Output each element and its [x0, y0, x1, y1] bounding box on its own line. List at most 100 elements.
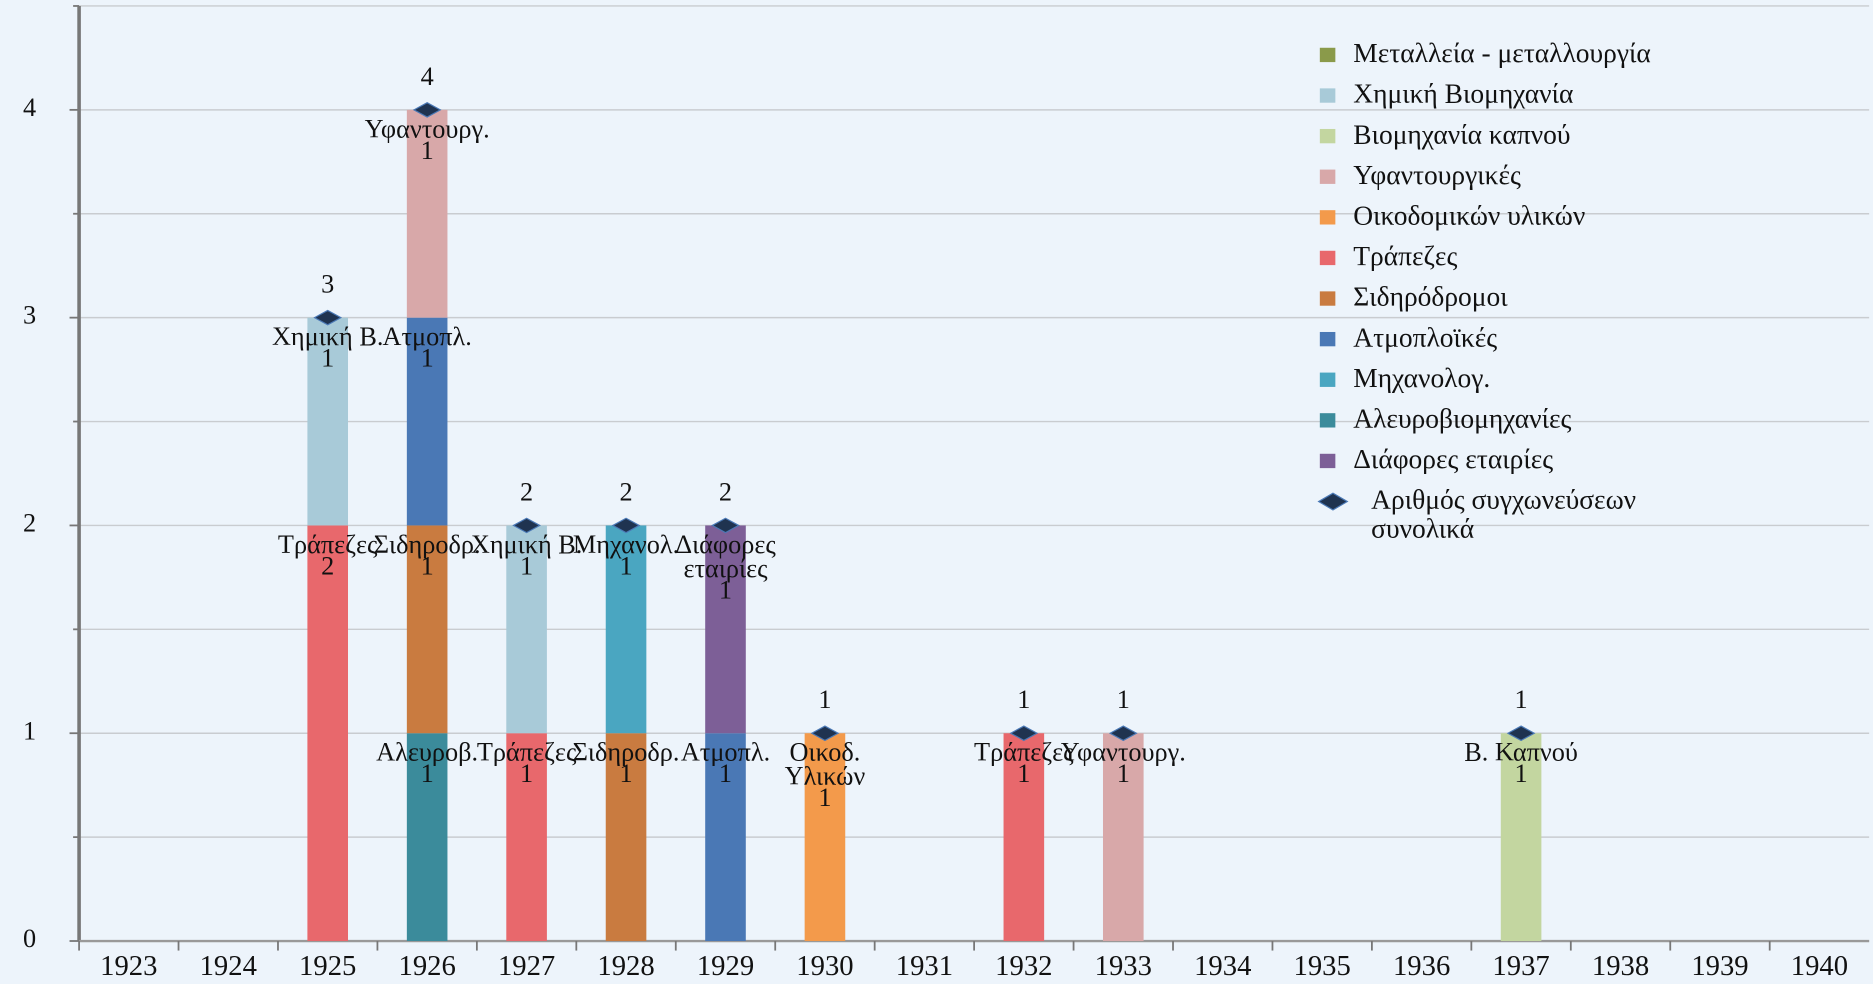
- bar-segment: [406, 733, 448, 942]
- segment-label-box: Οικοδ. Υλικών: [784, 740, 866, 791]
- segment-value: 1: [719, 759, 732, 788]
- segment-label: Τράπεζες: [974, 740, 1074, 767]
- segment-label: Μηχανολ.: [572, 532, 680, 559]
- segment-label-box: Υφαντουργ.: [364, 117, 490, 144]
- x-tick-label: 1938: [1592, 950, 1649, 982]
- legend-marker: [1317, 492, 1349, 511]
- legend-label-box: Βιομηχανία καπνού: [1353, 120, 1571, 150]
- segment-value: 1: [1117, 759, 1130, 788]
- segment-value: 1: [520, 759, 533, 788]
- x-tick-label: 1936: [1393, 950, 1450, 982]
- total-marker: [711, 517, 740, 534]
- total-marker: [412, 102, 442, 118]
- segment-label: Ατμοπλ.: [382, 324, 472, 352]
- x-tick-label: 1927: [498, 950, 555, 982]
- segment-label: Σιδηροδρ.: [572, 740, 680, 767]
- legend-label: Διάφορες εταιρίες: [1353, 445, 1554, 475]
- segment-label: Β. Καπνού: [1464, 740, 1578, 767]
- segment-value: 1: [1017, 759, 1030, 788]
- y-tick-label: 2: [23, 508, 36, 537]
- segment-value: 1: [818, 783, 831, 812]
- segment-label-box: Τράπεζες: [277, 532, 378, 559]
- total-label: 2: [520, 477, 533, 506]
- total-label: 1: [1515, 685, 1528, 714]
- segment-label: Υφαντουργ.: [1060, 740, 1186, 767]
- segment-value: 1: [421, 759, 434, 788]
- x-tick-label: 1937: [1492, 950, 1549, 982]
- total-label: 1: [1117, 685, 1130, 714]
- legend-label: Βιομηχανία καπνού: [1353, 120, 1571, 150]
- segment-value: 1: [719, 575, 732, 604]
- segment-value: 1: [421, 344, 434, 373]
- segment-value: 1: [421, 551, 434, 580]
- segment-label: Σιδηροδρ.: [373, 532, 481, 559]
- total-marker: [512, 517, 541, 534]
- total-label: 2: [619, 477, 632, 506]
- segment-label-box: Μηχανολ.: [572, 532, 680, 559]
- segment-label: Χημική Β.: [271, 324, 384, 352]
- legend-swatch: [1319, 210, 1336, 225]
- segment-value: 1: [619, 759, 632, 788]
- legend-label-box: Οικοδομικών υλικών: [1353, 201, 1586, 231]
- x-tick-label: 1940: [1791, 950, 1848, 982]
- segment-label-box: Χημική Β.: [471, 533, 583, 557]
- total-marker: [1009, 725, 1039, 742]
- legend-swatch: [1319, 128, 1336, 144]
- legend-label-box: Χημική Βιομηχανία: [1353, 80, 1573, 108]
- legend-swatch: [1319, 413, 1336, 428]
- segment-label-box: Ατμοπλ.: [382, 324, 472, 352]
- segment-value: 1: [321, 344, 334, 373]
- segment-label-box: Διάφορες εταιρίες: [675, 532, 776, 583]
- segment-label-box: Σιδηροδρ.: [572, 740, 680, 767]
- bar-segment: [605, 733, 647, 942]
- legend-label: Οικοδομικών υλικών: [1353, 201, 1586, 231]
- total-label: 3: [321, 270, 334, 299]
- x-tick-label: 1934: [1194, 950, 1251, 982]
- legend-label-box: Ατμοπλοϊκές: [1353, 323, 1498, 353]
- x-tick-label: 1929: [697, 950, 754, 982]
- legend-label: Τράπεζες: [1353, 242, 1458, 272]
- x-tick-label: 1928: [597, 950, 654, 982]
- legend-label-box: Μεταλλεία - μεταλλουργία: [1353, 39, 1650, 67]
- bar-segment: [406, 109, 448, 318]
- total-marker: [810, 725, 840, 742]
- legend-label-box: Υφαντουργικές: [1353, 161, 1521, 189]
- legend-swatch: [1319, 47, 1336, 63]
- x-tick-label: 1924: [200, 950, 257, 982]
- segment-value: 1: [619, 551, 632, 580]
- segment-label: Διάφορες εταιρίες: [675, 532, 776, 583]
- bar-segment: [705, 525, 746, 734]
- legend-label: Αλευροβιομηχανίες: [1353, 404, 1572, 434]
- x-tick-label: 1925: [299, 950, 356, 982]
- x-tick-label: 1939: [1691, 950, 1748, 982]
- segment-label-box: Β. Καπνού: [1464, 740, 1578, 767]
- segment-label-box: Αλευροβ.: [376, 740, 478, 764]
- bar-segment: [307, 525, 349, 942]
- bar-segment: [804, 733, 846, 942]
- legend-swatch: [1319, 88, 1336, 103]
- bar-segment: [506, 525, 547, 734]
- segment-value: 2: [321, 551, 334, 580]
- legend-swatch: [1319, 453, 1336, 469]
- total-marker: [1506, 725, 1536, 742]
- legend-label: Ατμοπλοϊκές: [1353, 323, 1498, 353]
- x-tick-label: 1931: [896, 950, 953, 982]
- segment-value: 1: [421, 136, 434, 165]
- y-tick-label: 1: [23, 716, 36, 745]
- y-tick-label: 4: [23, 93, 36, 122]
- bar-segment: [506, 733, 547, 942]
- segment-label-box: Τράπεζες: [974, 740, 1074, 767]
- total-label: 2: [719, 477, 732, 506]
- segment-label: Οικοδ. Υλικών: [784, 740, 866, 791]
- x-tick-label: 1926: [398, 950, 455, 982]
- segment-label: Τράπεζες: [277, 532, 378, 559]
- x-tick-label: 1935: [1294, 950, 1351, 982]
- total-marker: [611, 517, 641, 534]
- legend-swatch: [1319, 169, 1336, 184]
- segment-value: 1: [520, 551, 533, 580]
- segment-label: Υφαντουργ.: [364, 117, 490, 144]
- total-label: 1: [818, 685, 831, 714]
- bar-segment: [1500, 733, 1542, 942]
- segment-label-box: Ατμοπλ.: [681, 740, 770, 764]
- segment-label-box: Σιδηροδρ.: [373, 532, 481, 559]
